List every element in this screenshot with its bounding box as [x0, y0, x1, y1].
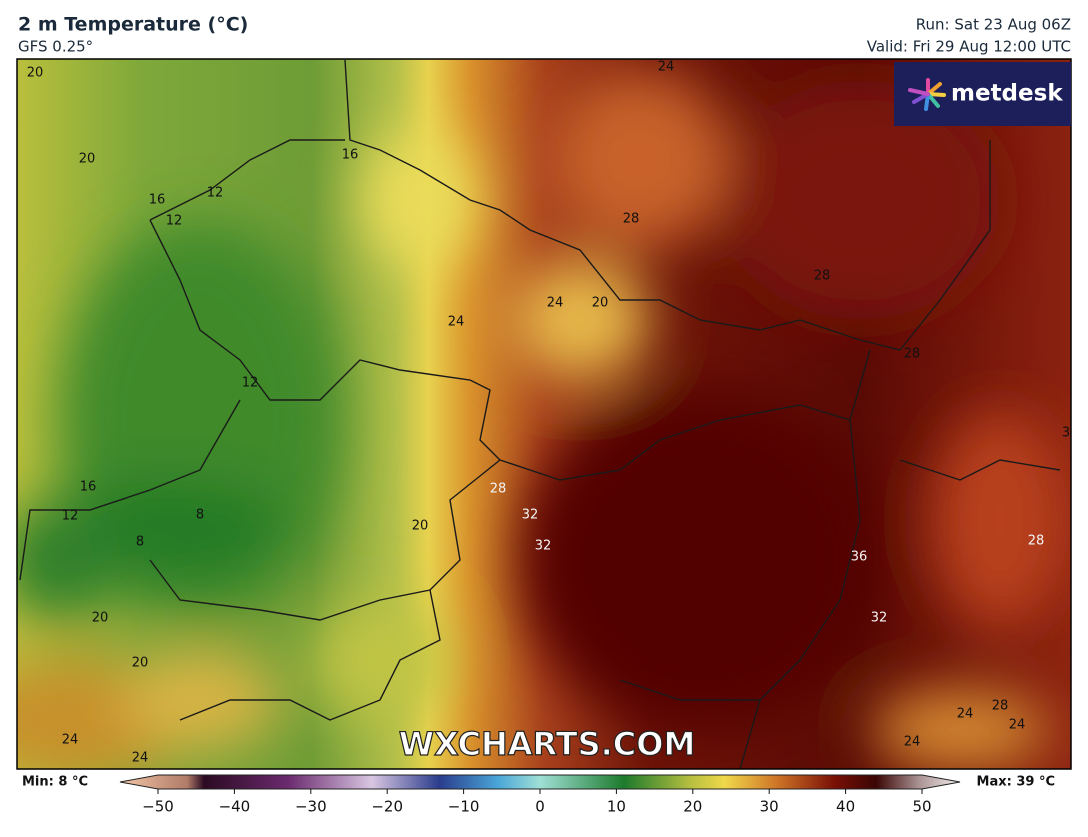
contour-label: 8 [196, 508, 204, 523]
contour-label: 12 [242, 376, 259, 391]
contour-label: 32 [535, 539, 552, 554]
contour-label: 28 [490, 482, 507, 497]
logo-text: metdesk [951, 81, 1063, 107]
contour-label: 28 [814, 269, 831, 284]
valid-time: Valid: Fri 29 Aug 12:00 UTC [867, 38, 1071, 56]
contour-label: 20 [27, 66, 44, 81]
contour-label: 32 [871, 611, 888, 626]
contour-label: 24 [132, 751, 149, 766]
contour-label: 28 [992, 699, 1009, 714]
contour-label: 20 [412, 519, 429, 534]
contour-label: 24 [547, 296, 564, 311]
country-borders [19, 59, 1061, 769]
contour-label: 3 [1062, 426, 1070, 441]
map-frame [16, 58, 1072, 770]
contour-label: 24 [904, 735, 921, 750]
run-time: Run: Sat 23 Aug 06Z [916, 16, 1071, 34]
contour-label: 24 [62, 733, 79, 748]
colorbar-tick-label: 10 [607, 798, 626, 816]
contour-label: 28 [623, 212, 640, 227]
max-label: Max: 39 °C [977, 775, 1055, 790]
colorbar-tick-label: −20 [371, 798, 403, 816]
temperature-field [17, 70, 1070, 769]
contour-label: 36 [851, 550, 868, 565]
logo-box: metdesk [894, 62, 1071, 126]
contour-label: 20 [592, 296, 609, 311]
contour-label: 16 [342, 148, 359, 163]
colorbar-tick-label: 30 [760, 798, 779, 816]
contour-label: 32 [522, 508, 539, 523]
min-label: Min: 8 °C [22, 775, 88, 790]
colorbar-tick-label: 0 [535, 798, 545, 816]
contour-label: 24 [1009, 718, 1026, 733]
contour-label: 12 [62, 509, 79, 524]
contour-label: 16 [149, 193, 166, 208]
colorbar-tick-label: 40 [836, 798, 855, 816]
contour-label: 8 [136, 535, 144, 550]
contour-label: 28 [1028, 534, 1045, 549]
colorbar-tick-label: −50 [142, 798, 174, 816]
contour-label: 20 [92, 611, 109, 626]
contour-label: 12 [166, 214, 183, 229]
colorbar-tick-label: −30 [295, 798, 327, 816]
subtitle: GFS 0.25° [18, 38, 93, 56]
colorbar-tick-label: 50 [912, 798, 931, 816]
watermark: WXCHARTS.COM [399, 725, 696, 763]
title: 2 m Temperature (°C) [18, 14, 248, 36]
contour-label: 20 [132, 656, 149, 671]
contour-label: 20 [79, 152, 96, 167]
contour-label: 24 [957, 707, 974, 722]
contour-label: 24 [658, 60, 675, 75]
contour-label: 24 [448, 315, 465, 330]
colorbar-tick-label: −10 [448, 798, 480, 816]
contour-label: 12 [207, 186, 224, 201]
contour-label: 28 [904, 347, 921, 362]
colorbar-tick-label: −40 [219, 798, 251, 816]
colorbar: Min: 8 °C Max: 39 °C −50 −40 −30 −20 −10 0 10 2… [22, 774, 1055, 816]
contour-label: 16 [80, 480, 97, 495]
colorbar-tick-label: 20 [683, 798, 702, 816]
